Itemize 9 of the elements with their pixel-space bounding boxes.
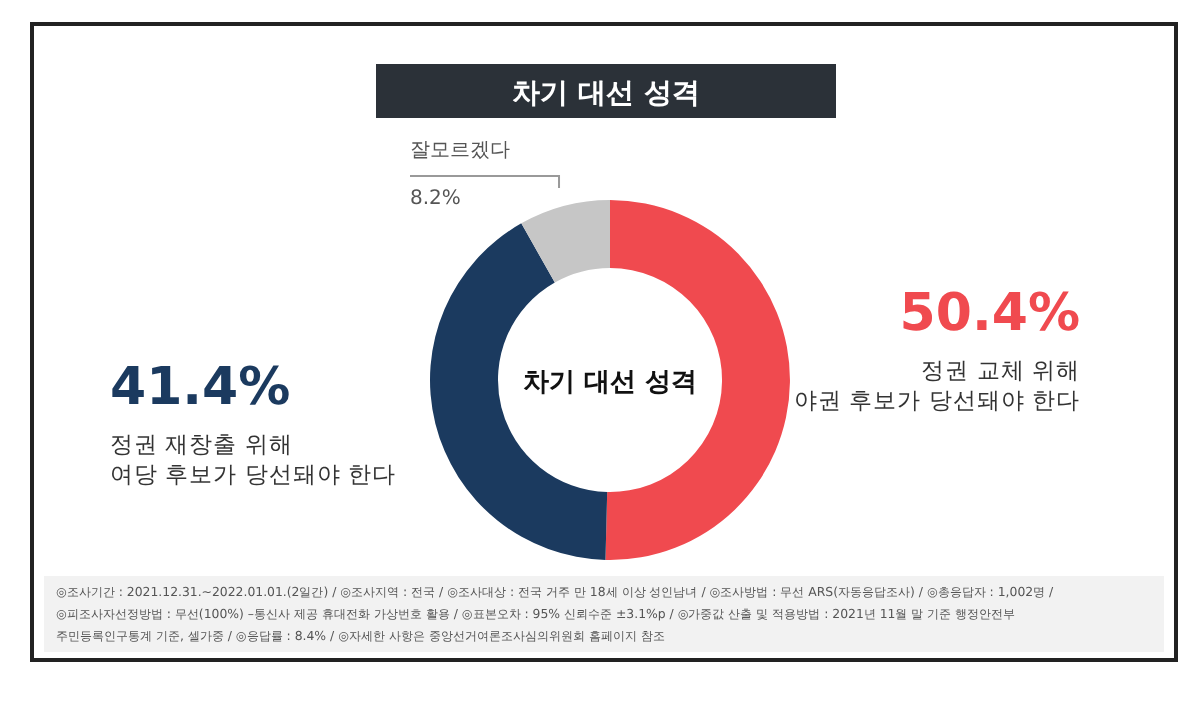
- text: 차기 대선 성격: [522, 368, 698, 398]
- donut-slice: [521, 200, 610, 283]
- data-label: 50.4%: [899, 284, 1080, 344]
- slice-label: 정권 교체 위해 야권 후보가 당선돼야 한다: [794, 356, 1080, 414]
- slice-label: 정권 재창출 위해 여당 후보가 당선돼야 한다: [110, 430, 396, 488]
- data-label: 8.2%: [410, 188, 461, 210]
- slice-label: 잘모르겠다: [410, 140, 510, 162]
- chart-title: 차기 대선 성격: [512, 78, 700, 110]
- data-label: 41.4%: [110, 358, 291, 418]
